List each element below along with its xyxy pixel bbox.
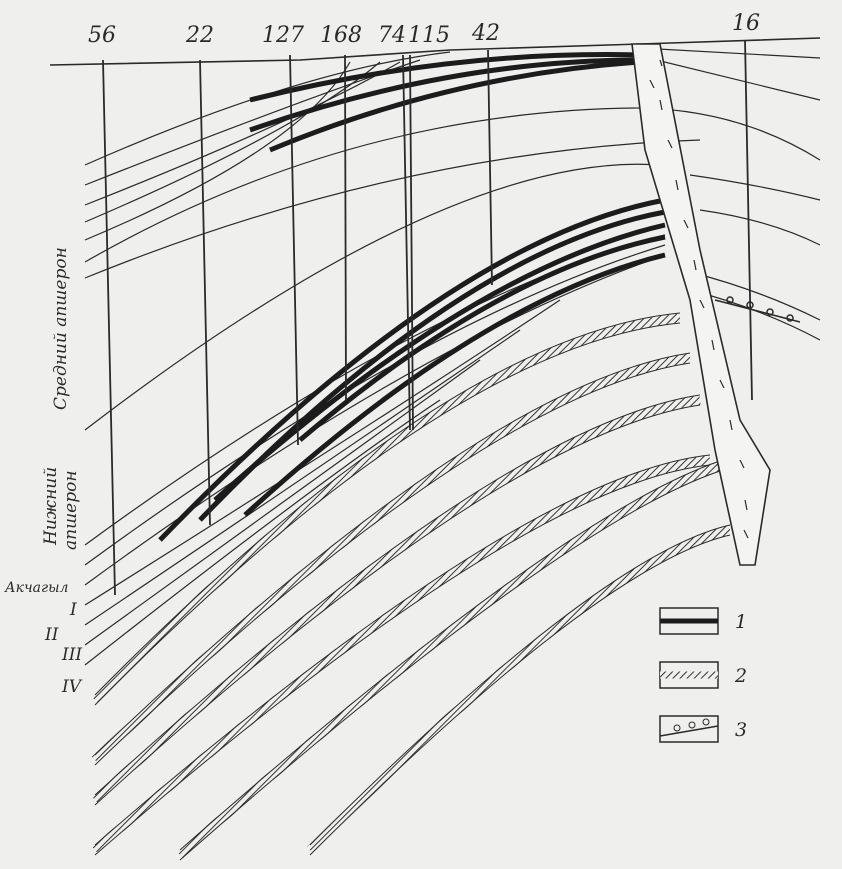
stage-label-lower-apsheron-2: апшерон [61,470,81,550]
legend-label-1: 1 [735,611,747,633]
fault-zone [631,43,771,566]
horizon-label-2: II [44,625,59,645]
symbol-3-bed [714,296,801,323]
legend-box-3 [659,715,719,743]
well-label-56: 56 [88,23,116,48]
legend-label-2: 2 [734,665,747,687]
well-74 [402,54,411,431]
well-label-16: 16 [732,11,760,36]
stage-label-lower-apsheron-1: Нижний [41,467,61,546]
wells [102,39,753,596]
well-42 [487,49,493,286]
well-115 [409,54,414,431]
gas-beds-outline [94,312,731,861]
well-168 [344,54,347,401]
well-label-22: 22 [185,23,214,48]
well-label-74: 74 [378,23,406,48]
well-127 [289,54,299,446]
horizon-label-4: IV [61,677,83,697]
well-label-127: 127 [262,23,304,48]
oil-beds-lower [158,197,666,542]
oil-beds-upper [249,52,641,153]
stage-label-akchagyl: Акчагыл [4,580,68,596]
horizon-label-1: I [69,600,77,620]
well-22 [199,59,211,526]
well-56 [102,59,116,596]
thin-beds-upper [84,51,821,431]
well-label-168: 168 [320,23,362,48]
ground-surface-line-right [639,47,821,59]
legend: 1 2 3 [659,607,747,743]
well-label-115: 115 [408,23,450,48]
well-label-42: 42 [471,21,500,46]
horizon-label-3: III [61,645,82,665]
gas-beds-hatched [91,313,732,859]
well-16 [744,39,753,401]
ground-surface-line-right-2 [639,55,821,101]
fault-zone-texture [649,59,749,539]
stage-label-middle-apsheron: Средний апшерон [51,247,71,410]
legend-label-3: 3 [735,719,747,741]
ground-surface-line [49,37,821,66]
